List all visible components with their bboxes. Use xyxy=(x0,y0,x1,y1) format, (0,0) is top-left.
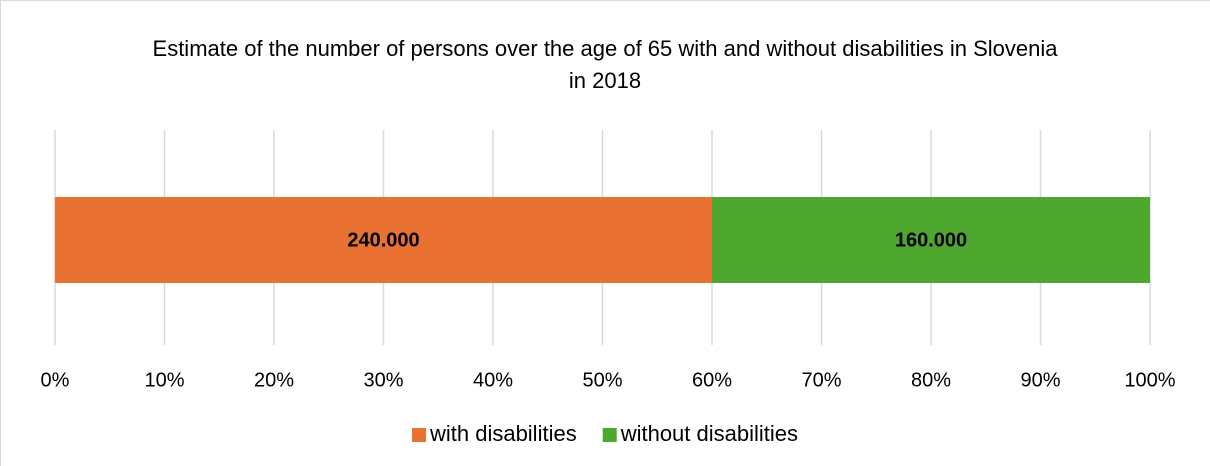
legend-label: without disabilities xyxy=(620,421,798,446)
legend-swatch xyxy=(411,428,426,442)
bar-segment xyxy=(55,197,712,283)
x-tick-label: 70% xyxy=(801,369,841,391)
x-tick-label: 100% xyxy=(1124,369,1175,391)
x-tick-label: 50% xyxy=(582,369,622,391)
x-tick-label: 10% xyxy=(144,369,184,391)
x-tick-label: 90% xyxy=(1020,369,1060,391)
data-label: 160.000 xyxy=(895,229,967,251)
x-tick-label: 20% xyxy=(254,369,294,391)
x-tick-label: 30% xyxy=(363,369,403,391)
data-label: 240.000 xyxy=(347,229,419,251)
x-tick-label: 80% xyxy=(911,369,951,391)
x-tick-label: 40% xyxy=(473,369,513,391)
x-tick-label: 0% xyxy=(41,369,70,391)
x-tick-label: 60% xyxy=(692,369,732,391)
legend-label: with disabilities xyxy=(429,421,577,446)
bar-segment xyxy=(712,197,1150,283)
legend-swatch xyxy=(602,428,617,442)
chart-title: Estimate of the number of persons over t… xyxy=(153,36,1059,93)
